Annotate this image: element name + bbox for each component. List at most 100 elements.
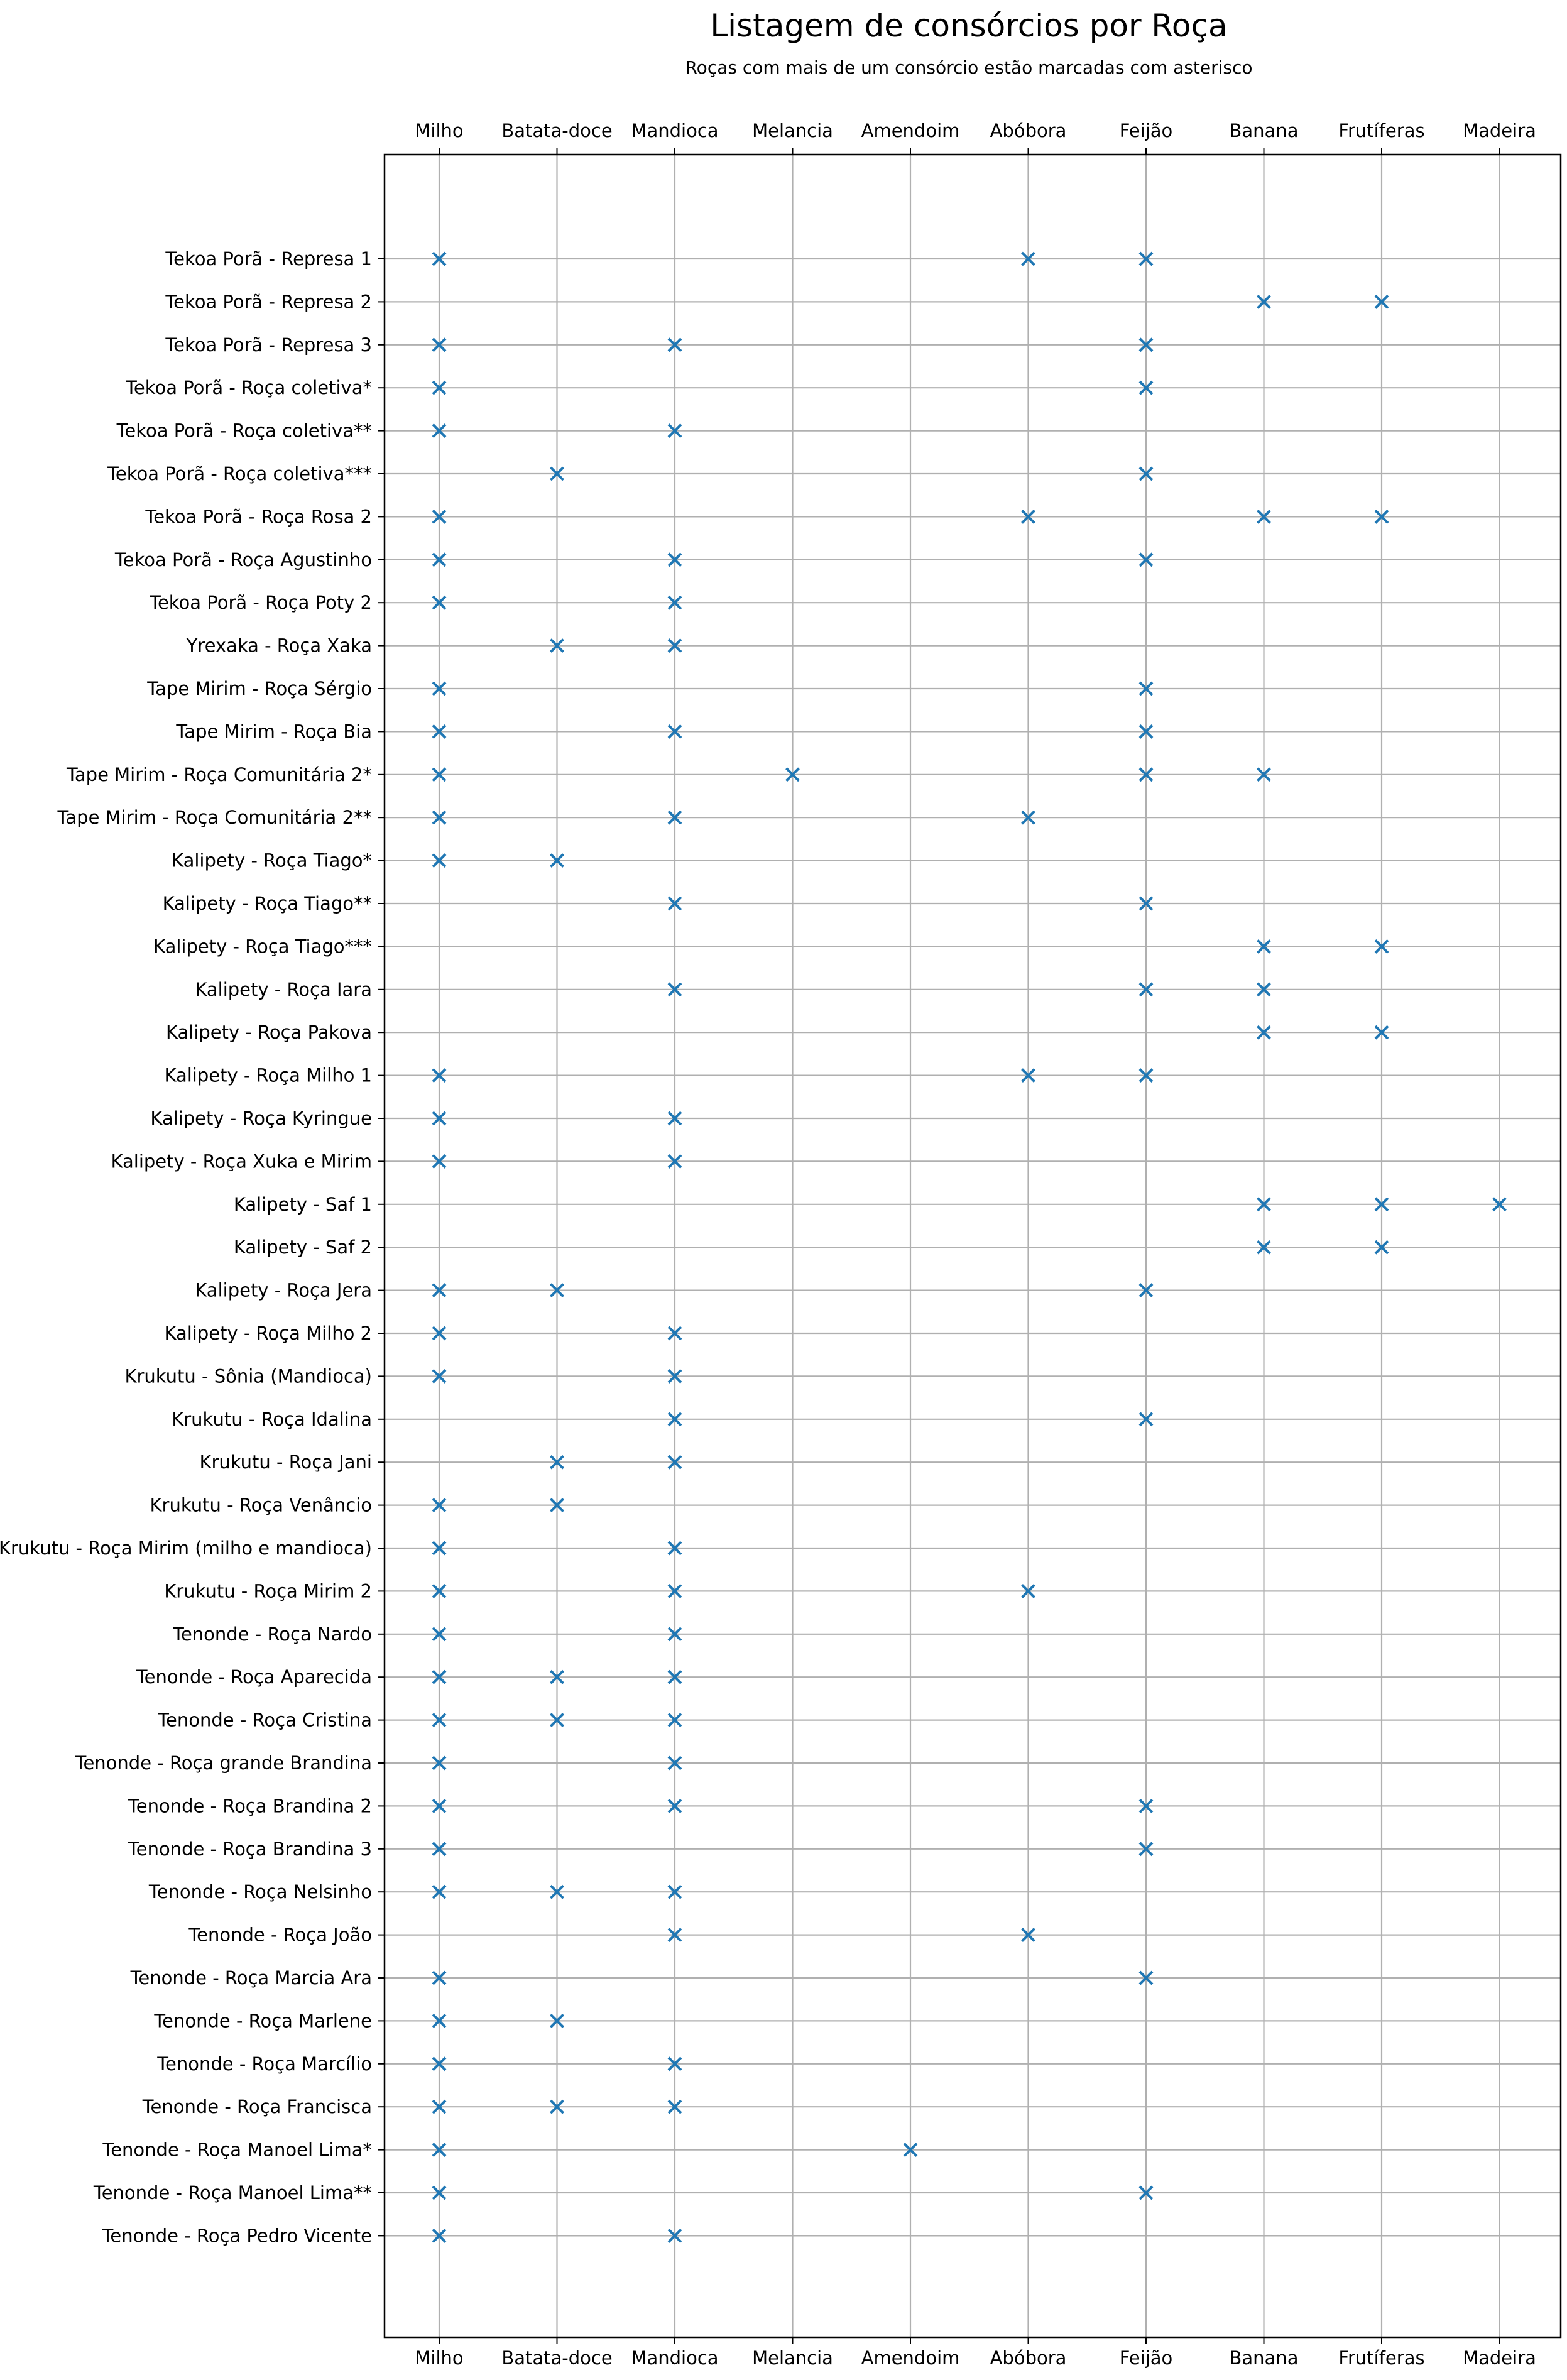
data-point-x-marker [667,1583,682,1598]
x-tick-label-bottom: Abóbora [990,2347,1067,2369]
data-marks [432,251,1507,2243]
data-point-x-marker [432,1326,447,1341]
x-tick-label-top: Feijão [1120,120,1173,141]
data-point-x-marker [1257,294,1271,309]
data-point-x-marker [1138,2185,1154,2200]
data-point-x-marker [432,1970,447,1985]
y-tick-label: Tape Mirim - Roça Sérgio [146,678,372,699]
data-point-x-marker [1138,896,1154,911]
data-point-x-marker [1374,294,1389,309]
data-point-x-marker [432,1798,447,1813]
x-tick-label-bottom: Madeira [1463,2347,1536,2369]
data-point-x-marker [667,1928,682,1943]
y-tick-label: Kalipety - Roça Milho 1 [164,1065,372,1086]
data-point-x-marker [550,1498,564,1513]
x-tick-label-top: Mandioca [631,120,718,141]
data-point-x-marker [432,2228,447,2243]
data-point-x-marker [667,1627,682,1642]
y-tick-label: Tenonde - Roça Marcílio [156,2053,372,2075]
x-tick-label-bottom: Amendoim [861,2347,960,2369]
data-point-x-marker [667,810,682,825]
y-tick-label: Kalipety - Roça Iara [195,979,372,1000]
data-point-x-marker [1138,1283,1154,1298]
data-point-x-marker [1257,982,1271,997]
data-point-x-marker [432,767,447,782]
data-point-x-marker [667,896,682,911]
y-tick-label: Tenonde - Roça Nardo [172,1624,372,1645]
data-point-x-marker [432,337,447,352]
data-point-x-marker [667,724,682,739]
x-tick-label-top: Melancia [752,120,833,141]
data-point-x-marker [667,552,682,567]
data-point-x-marker [1138,724,1154,739]
data-point-x-marker [667,1798,682,1813]
data-point-x-marker [1021,1928,1035,1943]
x-tick-label-bottom: Melancia [752,2347,833,2369]
y-tick-label: Tape Mirim - Roça Comunitária 2** [57,807,372,828]
data-point-x-marker [432,2056,447,2072]
data-point-x-marker [1021,251,1035,266]
x-tick-label-bottom: Banana [1230,2347,1299,2369]
x-tick-label-top: Madeira [1463,120,1536,141]
y-tick-label: Tenonde - Roça Marlene [153,2010,372,2031]
data-point-x-marker [432,2099,447,2114]
data-point-x-marker [667,1541,682,1556]
data-point-x-marker [432,1111,447,1126]
data-point-x-marker [1138,1842,1154,1857]
data-point-x-marker [432,1884,447,1899]
y-tick-label: Kalipety - Roça Tiago*** [153,936,372,957]
data-point-x-marker [667,1368,682,1384]
data-point-x-marker [432,1283,447,1298]
y-tick-label: Tenonde - Roça Manoel Lima** [93,2182,372,2203]
data-point-x-marker [667,1412,682,1427]
data-point-x-marker [1374,1025,1389,1040]
data-point-x-marker [432,251,447,266]
data-point-x-marker [1138,337,1154,352]
y-tick-label: Tenonde - Roça João [188,1924,372,1946]
data-point-x-marker [432,423,447,439]
x-tick-label-top: Milho [415,120,463,141]
data-point-x-marker [550,2013,564,2028]
chart-title: Listagem de consórcios por Roça [710,8,1227,44]
data-point-x-marker [667,982,682,997]
data-point-x-marker [550,1283,564,1298]
data-point-x-marker [1257,939,1271,954]
plot-frame [383,153,1562,2339]
data-point-x-marker [1021,810,1035,825]
y-tick-label: Yrexaka - Roça Xaka [186,635,372,657]
data-point-x-marker [1492,1197,1507,1212]
y-tick-label: Tekoa Porã - Roça Agustinho [114,549,372,570]
y-tick-label: Krukutu - Sônia (Mandioca) [124,1365,372,1387]
x-tick-label-top: Frutíferas [1338,120,1424,141]
x-tick-label-top: Amendoim [861,120,960,141]
data-point-x-marker [432,2185,447,2200]
data-point-x-marker [667,1154,682,1169]
y-tick-label: Kalipety - Roça Tiago* [172,850,372,871]
data-point-x-marker [550,1669,564,1684]
tick-labels: Milho Milho Batata-doce Batata-doce Mandioca… [0,120,1536,2369]
data-point-x-marker [550,853,564,868]
y-tick-label: Tenonde - Roça Aparecida [136,1666,372,1688]
y-tick-label: Tekoa Porã - Roça Rosa 2 [145,506,372,527]
data-point-x-marker [903,2143,918,2158]
data-point-x-marker [667,2099,682,2114]
y-tick-label: Tenonde - Roça Marcia Ara [130,1967,372,1989]
data-point-x-marker [550,1455,564,1470]
data-point-x-marker [785,767,800,782]
data-point-x-marker [550,1884,564,1899]
data-point-x-marker [1257,509,1271,524]
data-point-x-marker [1021,1068,1035,1083]
data-point-x-marker [432,1713,447,1728]
data-point-x-marker [1021,509,1035,524]
data-point-x-marker [667,2056,682,2072]
y-tick-label: Tekoa Porã - Represa 1 [165,248,372,270]
y-tick-label: Kalipety - Roça Tiago** [163,893,372,914]
data-point-x-marker [667,1713,682,1728]
y-tick-label: Krukutu - Roça Mirim (milho e mandioca) [0,1537,372,1559]
y-tick-label: Tekoa Porã - Roça coletiva* [125,377,372,398]
data-point-x-marker [667,2228,682,2243]
data-point-x-marker [1138,1970,1154,1985]
x-tick-label-bottom: Feijão [1120,2347,1173,2369]
data-point-x-marker [1138,767,1154,782]
